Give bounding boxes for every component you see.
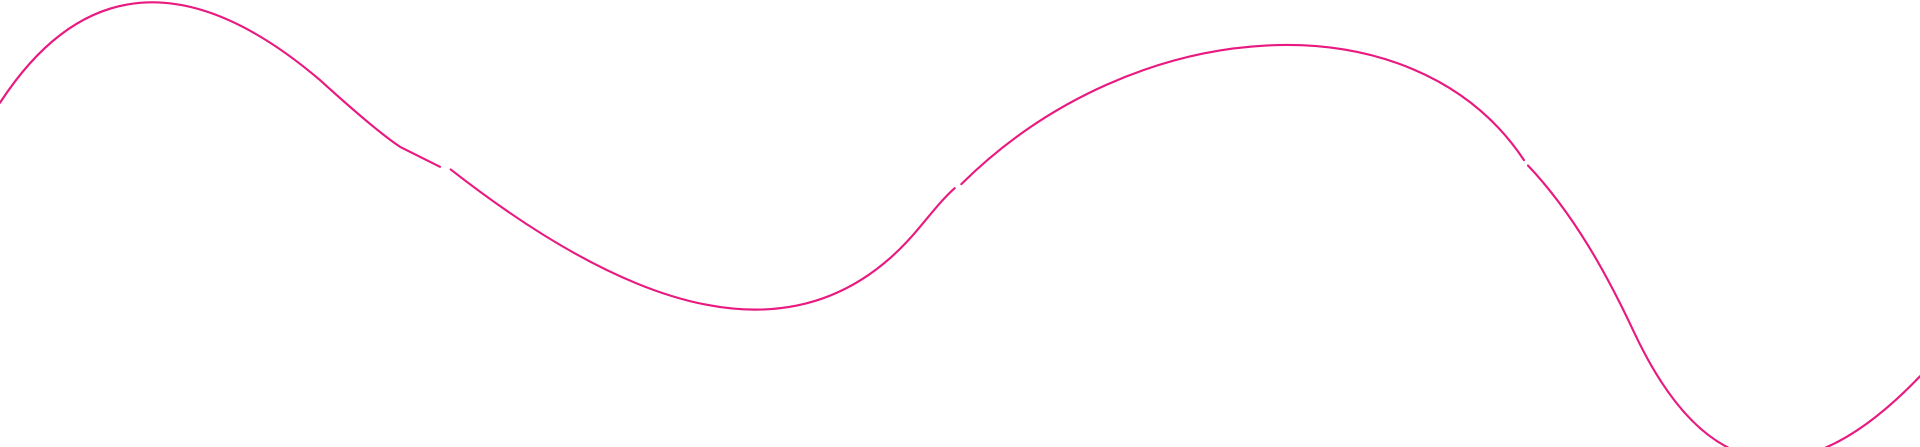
wave-segment-1 — [0, 1, 442, 168]
wave-segment-2 — [449, 168, 956, 311]
wave-segment-4 — [1526, 164, 1920, 447]
wave-segment-3 — [960, 44, 1526, 186]
